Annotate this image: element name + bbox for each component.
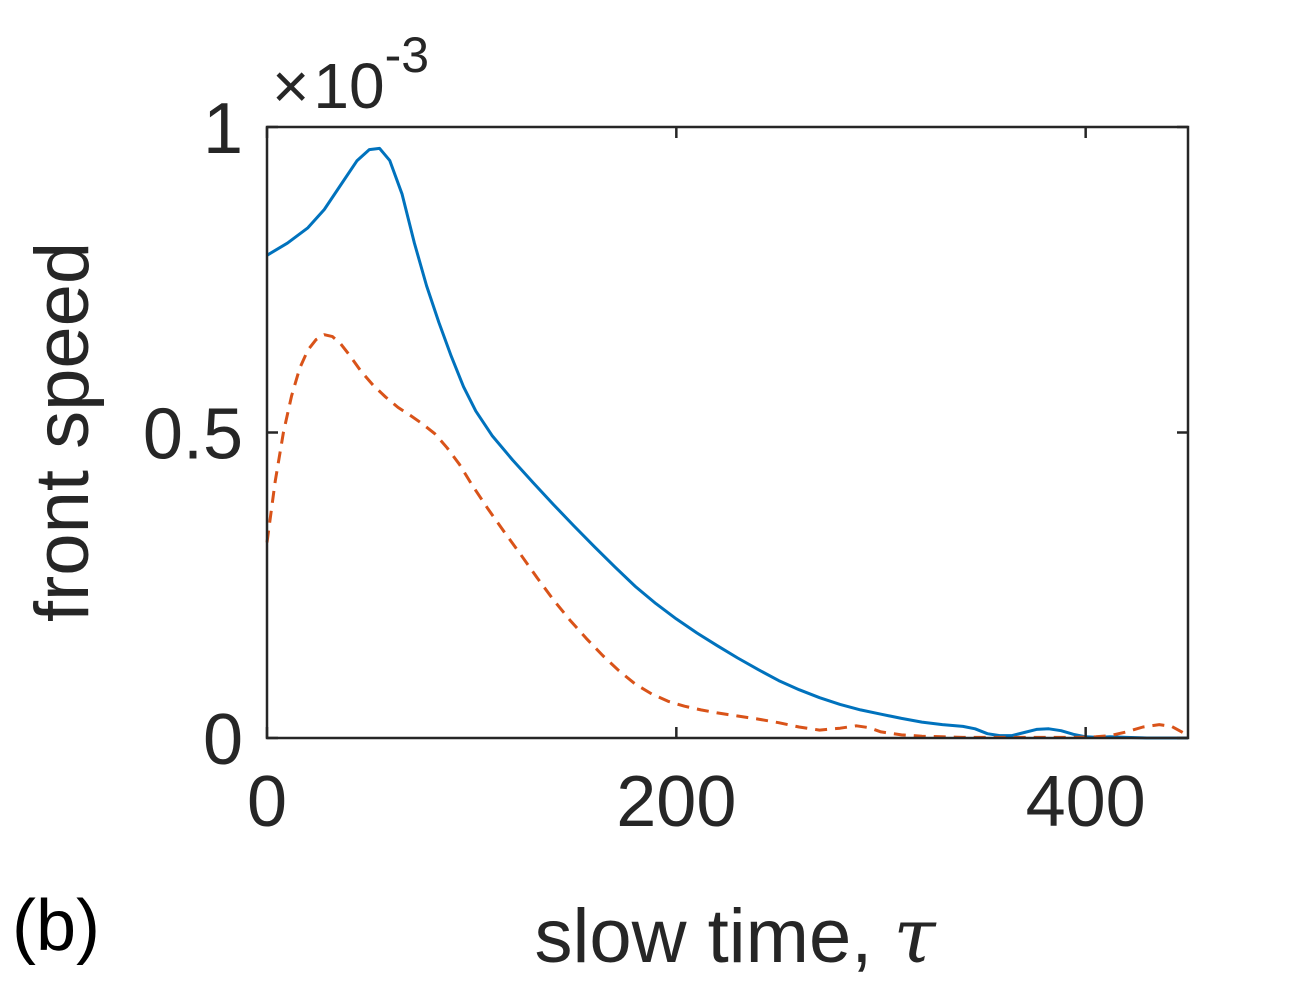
multiplier-base: 10	[313, 50, 384, 122]
tau-symbol: τ	[893, 891, 937, 980]
x-tick-label: 200	[616, 762, 736, 842]
y-multiplier: ×10-3	[272, 27, 429, 122]
tick-marks	[265, 125, 1188, 740]
y-tick-label: 1	[203, 89, 243, 169]
y-tick-label: 0.5	[143, 395, 243, 475]
plot-area	[265, 125, 1190, 740]
axes-box	[265, 125, 1190, 740]
x-axis-label: slow time, τ	[534, 891, 937, 980]
series-line-dashed	[265, 333, 1190, 739]
multiplier-exponent: -3	[385, 27, 429, 83]
x-tick-label: 0	[247, 762, 287, 842]
x-tick-label: 400	[1026, 762, 1146, 842]
x-axis-label-text: slow time,	[534, 894, 893, 979]
multiplier-times: ×	[272, 50, 309, 122]
y-tick-label: 0	[203, 700, 243, 780]
y-axis-label: front speed	[20, 242, 105, 622]
panel-label: (b)	[12, 886, 100, 966]
series-layer	[265, 146, 1190, 740]
tick-labels: 0 200 400 0 0.5 1	[143, 89, 1146, 842]
series-line-solid	[266, 146, 1188, 740]
